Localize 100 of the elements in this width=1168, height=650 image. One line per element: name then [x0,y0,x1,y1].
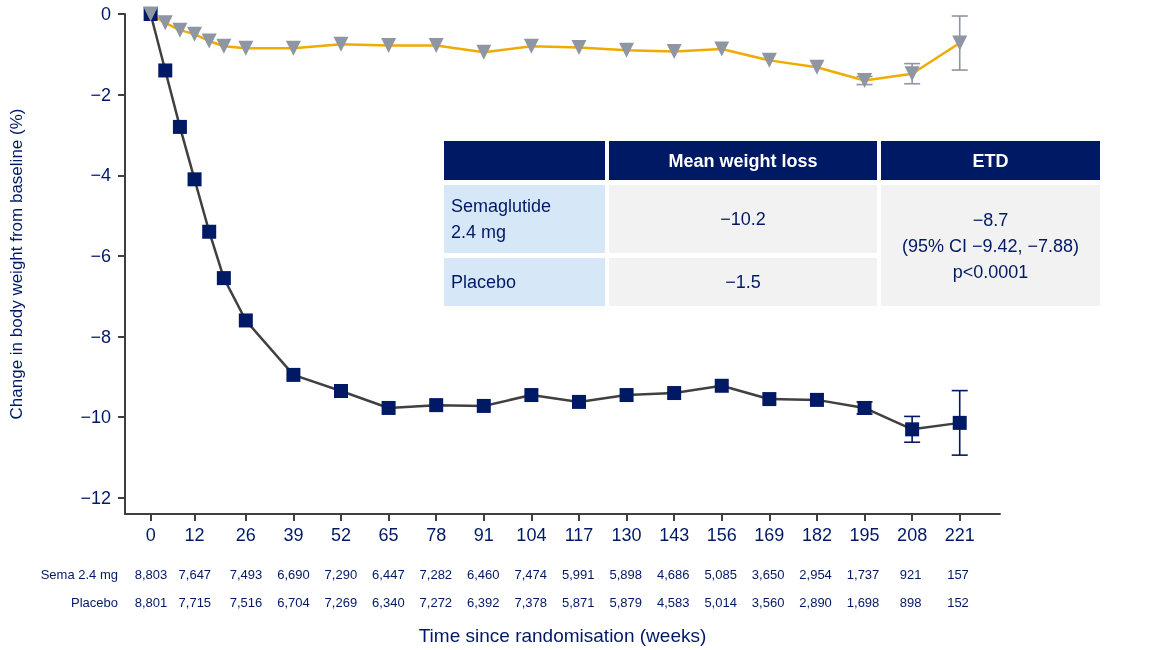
point [476,398,491,413]
text: 6,690 [277,566,310,582]
y-tick-label: 0 [100,4,111,24]
point [619,388,634,403]
annotation: Placebo [444,258,605,306]
point [429,398,444,413]
text: 6,447 [372,566,405,582]
text: 6,340 [372,594,405,610]
annotation: −10.2 [609,185,877,253]
point [157,15,173,31]
point [172,22,188,38]
point [666,44,682,59]
text: Sema 2.4 mg [40,566,118,582]
y-tick-label: −2 [90,84,111,105]
y-tick-label: −12 [80,487,111,508]
x-tick-label: 78 [426,525,447,545]
point [187,172,202,187]
point [381,37,397,53]
text: 5,871 [561,594,595,610]
point [667,386,682,401]
text: 7,474 [514,566,548,582]
point [187,26,203,42]
text: 5,879 [609,594,642,610]
text: 5,085 [704,566,737,582]
text: 3,560 [751,594,785,610]
point [172,119,187,134]
text: 157 [947,566,969,582]
x-axis-title: Time since randomisation (weeks) [418,625,707,646]
text: 898 [899,594,922,610]
point [904,66,920,82]
text: 3,650 [751,566,785,582]
text: 2,954 [799,566,832,582]
x-tick-label: 208 [897,525,928,545]
text: 7,272 [419,594,453,610]
text: 8,803 [134,566,168,582]
point [524,388,539,403]
point [238,313,253,328]
text: 7,493 [229,566,263,582]
point [952,415,967,430]
point [333,36,349,52]
text: 152 [947,594,969,610]
x-tick-label: 104 [516,525,547,545]
point [381,400,396,415]
point [809,392,824,407]
x-tick-label: 12 [184,525,205,545]
point [952,35,968,51]
point [216,38,232,54]
point [428,37,444,53]
y-axis-title: Change in body weight from baseline (%) [7,108,26,420]
x-tick-label: 130 [611,525,642,545]
text: 8,801 [134,594,168,610]
text: 6,460 [467,566,500,582]
text: 7,647 [178,566,212,582]
annotation: ETD [881,141,1100,180]
text: 7,290 [324,566,358,582]
point [571,39,587,55]
text: 7,269 [324,594,358,610]
y-tick-label: −6 [90,245,111,266]
text: 6,704 [277,594,310,610]
x-tick-label: 91 [473,525,494,545]
text: 6,392 [467,594,500,610]
x-tick-label: 195 [849,525,880,545]
x-tick-label: 52 [330,525,352,545]
point [571,394,586,409]
point [619,42,635,58]
point [158,63,173,78]
x-tick-label: 39 [283,525,304,545]
x-tick-label: 169 [754,525,785,545]
point [238,40,254,56]
text: 1,698 [846,594,880,610]
point [761,52,777,68]
point [334,384,348,399]
x-tick-label: 156 [706,525,737,545]
text: 7,715 [178,594,212,610]
point [476,44,492,60]
point [285,40,301,56]
x-tick-label: 117 [564,525,594,545]
x-tick-label: 143 [659,525,690,545]
point [201,33,217,49]
point [905,422,920,437]
text: 5,991 [561,566,595,582]
x-tick-label: 182 [801,525,832,545]
point [216,271,231,286]
point [202,224,217,239]
point [523,38,539,54]
x-tick-label: 0 [145,525,156,545]
point [714,378,729,393]
text: 4,686 [656,566,690,582]
point [762,392,777,407]
annotation: −1.5 [609,258,877,306]
x-tick-label: 26 [235,525,256,545]
text: 1,737 [846,566,880,582]
x-tick-label: 221 [944,525,975,545]
text: 7,282 [419,566,453,582]
text: 7,378 [514,594,548,610]
text: 2,890 [799,594,832,610]
point [714,41,730,57]
annotation: Semaglutide 2.4 mg [451,195,553,244]
point [286,367,301,382]
text: 4,583 [656,594,690,610]
